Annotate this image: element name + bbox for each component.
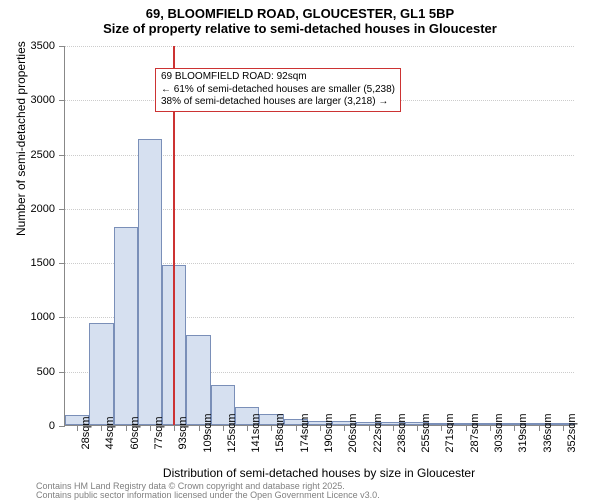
x-tick — [247, 425, 248, 431]
x-tick — [466, 425, 467, 431]
y-tick-label: 0 — [49, 420, 55, 432]
y-tick-label: 2500 — [31, 149, 55, 161]
x-tick-label: 336sqm — [542, 413, 554, 452]
y-tick — [59, 263, 65, 264]
x-tick — [320, 425, 321, 431]
footer-line2: Contains public sector information licen… — [36, 491, 380, 500]
x-tick — [223, 425, 224, 431]
x-tick-label: 222sqm — [372, 413, 384, 452]
grid-line — [65, 46, 574, 47]
x-tick — [77, 425, 78, 431]
chart-container: 69, BLOOMFIELD ROAD, GLOUCESTER, GL1 5BP… — [0, 0, 600, 500]
x-tick — [174, 425, 175, 431]
x-tick-label: 271sqm — [444, 413, 456, 452]
chart-title-line1: 69, BLOOMFIELD ROAD, GLOUCESTER, GL1 5BP — [0, 0, 600, 21]
x-tick — [369, 425, 370, 431]
x-tick — [296, 425, 297, 431]
chart-title-line2: Size of property relative to semi-detach… — [0, 21, 600, 40]
annotation-line2: ← 61% of semi-detached houses are smalle… — [161, 84, 395, 97]
y-tick-label: 3500 — [31, 40, 55, 52]
annotation-line1: 69 BLOOMFIELD ROAD: 92sqm — [161, 71, 395, 84]
x-tick — [393, 425, 394, 431]
y-tick-label: 1500 — [31, 257, 55, 269]
histogram-bar — [186, 335, 210, 425]
footer-attribution: Contains HM Land Registry data © Crown c… — [36, 482, 380, 500]
histogram-bar — [89, 323, 113, 425]
y-tick-label: 3000 — [31, 94, 55, 106]
y-tick-label: 2000 — [31, 203, 55, 215]
y-tick — [59, 209, 65, 210]
x-tick-label: 319sqm — [517, 413, 529, 452]
x-tick — [441, 425, 442, 431]
annotation-line3: 38% of semi-detached houses are larger (… — [161, 96, 395, 109]
x-tick-label: 238sqm — [396, 413, 408, 452]
x-tick — [101, 425, 102, 431]
y-tick — [59, 426, 65, 427]
x-tick-label: 255sqm — [420, 413, 432, 452]
plot-area: 050010001500200025003000350028sqm44sqm60… — [64, 46, 574, 426]
x-tick — [344, 425, 345, 431]
x-tick — [271, 425, 272, 431]
y-tick — [59, 155, 65, 156]
y-axis-title: Number of semi-detached properties — [14, 41, 28, 236]
histogram-bar — [114, 227, 138, 425]
x-tick-label: 190sqm — [323, 413, 335, 452]
x-tick — [539, 425, 540, 431]
x-tick — [514, 425, 515, 431]
y-tick — [59, 372, 65, 373]
x-tick — [490, 425, 491, 431]
x-tick-label: 206sqm — [347, 413, 359, 452]
annotation-box: 69 BLOOMFIELD ROAD: 92sqm← 61% of semi-d… — [155, 68, 401, 112]
x-tick — [417, 425, 418, 431]
histogram-bar — [138, 139, 162, 425]
x-axis-title: Distribution of semi-detached houses by … — [64, 466, 574, 480]
y-tick-label: 1000 — [31, 311, 55, 323]
x-tick-label: 174sqm — [299, 413, 311, 452]
y-tick — [59, 317, 65, 318]
x-tick — [126, 425, 127, 431]
x-tick-label: 303sqm — [493, 413, 505, 452]
x-tick — [199, 425, 200, 431]
y-tick — [59, 100, 65, 101]
x-tick-label: 352sqm — [566, 413, 578, 452]
y-tick — [59, 46, 65, 47]
x-tick — [150, 425, 151, 431]
x-tick — [563, 425, 564, 431]
x-tick-label: 287sqm — [469, 413, 481, 452]
y-tick-label: 500 — [37, 366, 55, 378]
